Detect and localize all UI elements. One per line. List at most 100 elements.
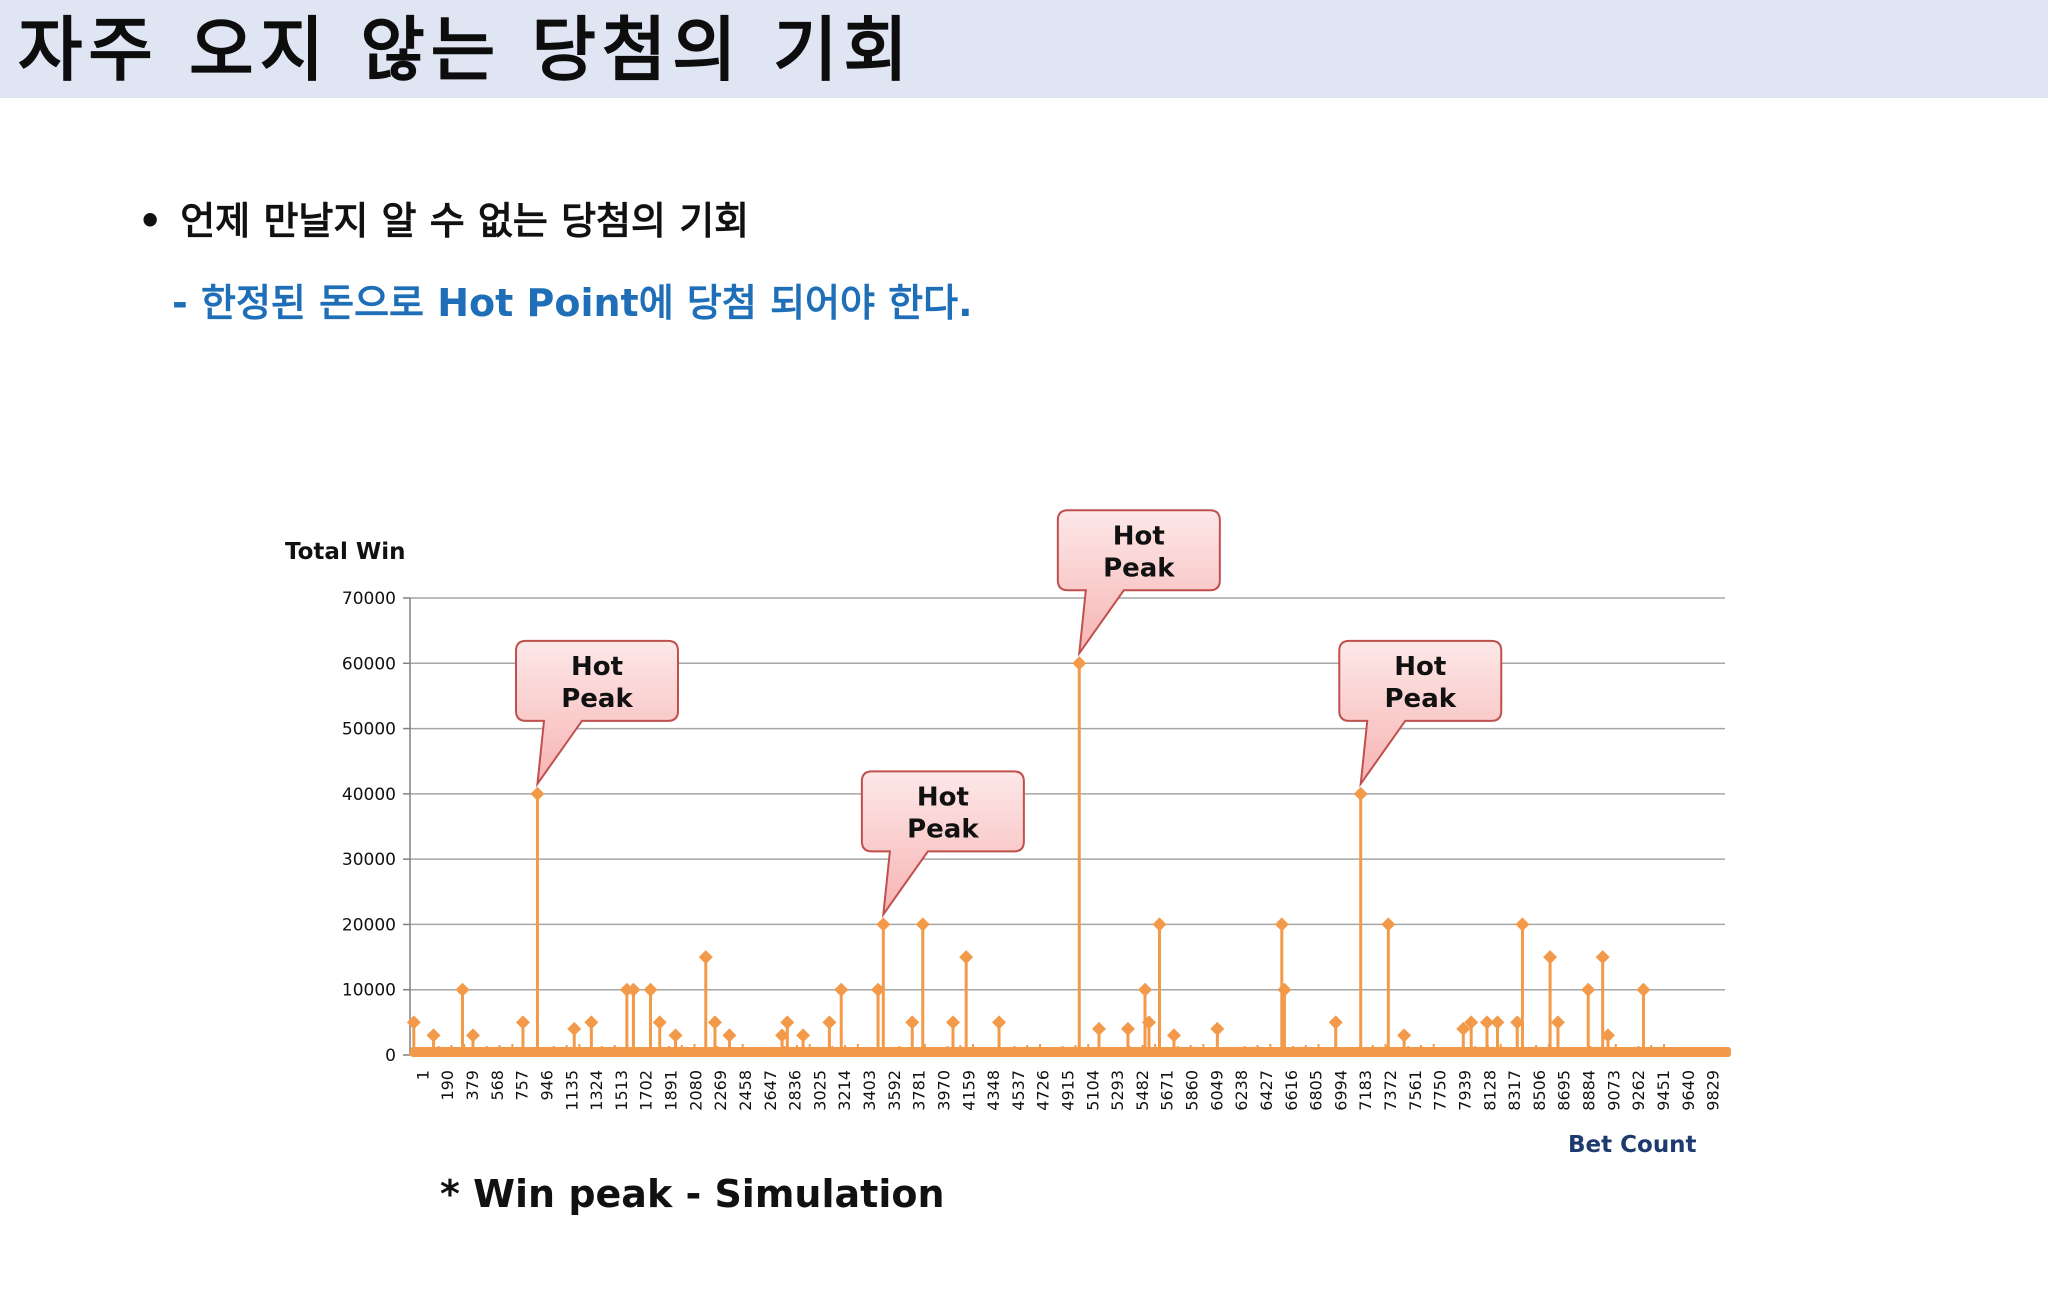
x-tick-label: 4726	[1034, 1070, 1053, 1111]
x-tick-label: 1513	[612, 1070, 631, 1111]
data-point	[652, 1015, 667, 1030]
data-point	[915, 917, 930, 932]
x-tick-label: 8695	[1555, 1070, 1574, 1111]
data-point	[946, 1015, 961, 1030]
data-point	[1515, 917, 1530, 932]
callout-bubble	[1056, 509, 1221, 657]
title-bar: 자주 오지 않는 당첨의 기회	[0, 0, 2048, 98]
x-tick-label: 9073	[1604, 1070, 1623, 1111]
x-tick-label: 7183	[1356, 1070, 1375, 1111]
x-tick-label: 8506	[1530, 1070, 1549, 1111]
data-point	[455, 982, 470, 997]
callout-text-line: Hot	[571, 652, 623, 682]
data-point	[626, 982, 641, 997]
bullet-text: 언제 만날지 알 수 없는 당첨의 기회	[180, 199, 750, 243]
x-tick-label: 7939	[1455, 1070, 1474, 1111]
x-tick-label: 8128	[1480, 1070, 1499, 1111]
slide-title: 자주 오지 않는 당첨의 기회	[18, 9, 914, 91]
data-point	[1152, 917, 1167, 932]
x-tick-label: 9640	[1679, 1070, 1698, 1111]
data-point	[465, 1028, 480, 1043]
x-tick-label: 568	[488, 1070, 507, 1101]
callout-text-line: Peak	[1385, 684, 1457, 714]
data-point	[1581, 982, 1596, 997]
data-point	[1138, 982, 1153, 997]
data-point	[834, 982, 849, 997]
baseline-band	[410, 1047, 1731, 1057]
x-tick-label: 4348	[984, 1070, 1003, 1111]
data-point	[406, 1015, 421, 1030]
x-axis-title: Bet Count	[1568, 1132, 1697, 1158]
data-point	[1274, 917, 1289, 932]
y-tick-label: 20000	[342, 915, 396, 935]
data-point	[1543, 950, 1558, 965]
x-tick-label: 7561	[1406, 1070, 1425, 1111]
x-tick-label: 7750	[1431, 1070, 1450, 1111]
data-point	[668, 1028, 683, 1043]
y-tick-label: 40000	[342, 785, 396, 805]
data-point	[1141, 1015, 1156, 1030]
x-tick-label: 6616	[1282, 1070, 1301, 1111]
chart-caption: * Win peak - Simulation	[440, 1172, 945, 1216]
data-point	[1166, 1028, 1181, 1043]
callout-text-line: Peak	[1103, 553, 1175, 583]
x-tick-label: 8317	[1505, 1070, 1524, 1111]
data-point	[1636, 982, 1651, 997]
x-tick-label: 3592	[885, 1070, 904, 1111]
y-tick-label: 30000	[342, 850, 396, 870]
bullet-marker: •	[138, 199, 163, 243]
x-tick-label: 4159	[959, 1070, 978, 1111]
callout-text-line: Peak	[561, 684, 633, 714]
data-point	[707, 1015, 722, 1030]
data-point	[1456, 1021, 1471, 1036]
data-point	[1510, 1015, 1525, 1030]
callout-text-line: Hot	[917, 782, 969, 812]
x-tick-label: 3970	[934, 1070, 953, 1111]
x-tick-label: 3025	[810, 1070, 829, 1111]
x-tick-label: 9829	[1704, 1070, 1723, 1111]
x-tick-label: 1135	[562, 1070, 581, 1111]
x-tick-label: 6238	[1232, 1070, 1251, 1111]
data-point	[876, 917, 891, 932]
x-tick-label: 190	[438, 1070, 457, 1101]
data-point	[722, 1028, 737, 1043]
data-point	[992, 1015, 1007, 1030]
data-point	[1595, 950, 1610, 965]
data-point	[643, 982, 658, 997]
x-tick-label: 6427	[1257, 1070, 1276, 1111]
x-tick-label: 6049	[1207, 1070, 1226, 1111]
data-point	[775, 1028, 790, 1043]
x-tick-label: 5293	[1108, 1070, 1127, 1111]
y-axis-title: Total Win	[285, 539, 405, 565]
y-tick-label: 0	[385, 1046, 396, 1066]
data-point	[1120, 1021, 1135, 1036]
y-tick-label: 10000	[342, 981, 396, 1001]
data-point	[959, 950, 974, 965]
x-tick-label: 5860	[1183, 1070, 1202, 1111]
x-tick-label: 9262	[1629, 1070, 1648, 1111]
bullet-point: • 언제 만날지 알 수 없는 당첨의 기회	[138, 190, 749, 245]
x-tick-label: 1702	[637, 1070, 656, 1111]
data-point	[1397, 1028, 1412, 1043]
data-point	[822, 1015, 837, 1030]
data-point	[796, 1028, 811, 1043]
x-tick-label: 3781	[910, 1070, 929, 1111]
x-tick-label: 2647	[761, 1070, 780, 1111]
y-tick-label: 50000	[342, 720, 396, 740]
data-point	[1328, 1015, 1343, 1030]
x-tick-label: 379	[463, 1070, 482, 1101]
y-tick-label: 70000	[342, 589, 396, 609]
data-point	[1353, 786, 1368, 801]
data-point	[871, 982, 886, 997]
data-point	[1072, 656, 1087, 671]
x-tick-label: 1891	[662, 1070, 681, 1111]
y-tick-label: 60000	[342, 654, 396, 674]
callout-text-line: Peak	[907, 814, 979, 844]
x-tick-label: 2458	[736, 1070, 755, 1111]
data-point	[426, 1028, 441, 1043]
x-tick-label: 4915	[1059, 1070, 1078, 1111]
